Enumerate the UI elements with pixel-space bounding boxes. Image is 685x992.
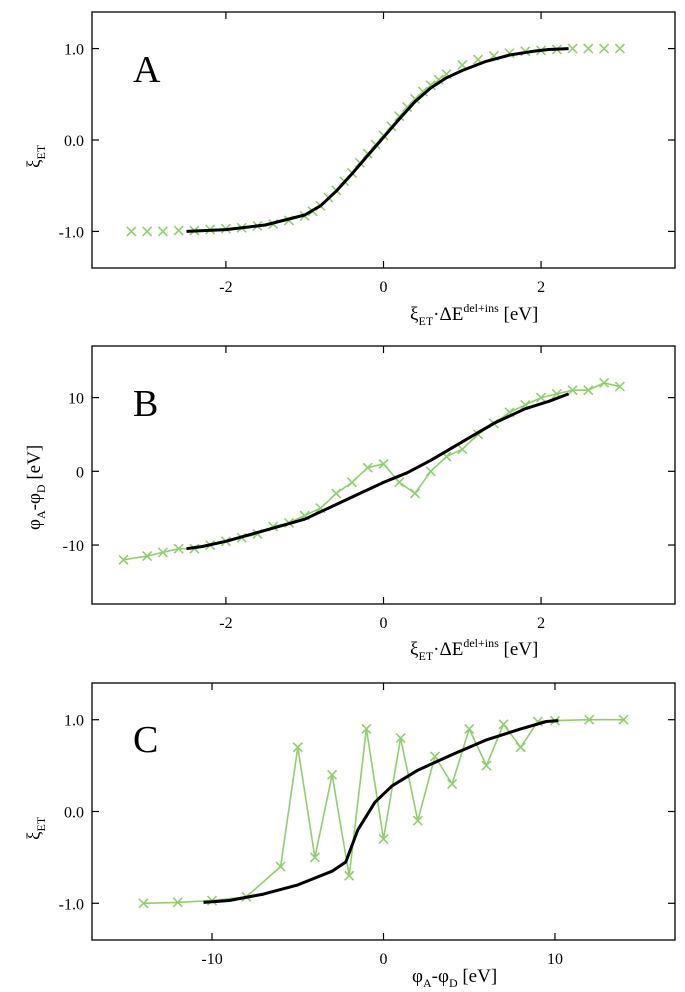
- data-point-marker: [292, 742, 303, 753]
- data-point-marker: [425, 466, 436, 477]
- y-axis-label: ξET: [24, 144, 48, 168]
- y-tick-label: 1.0: [64, 713, 84, 730]
- axis-ticks: -10 0 10 -1.0 0.0 1.0: [59, 683, 675, 968]
- axis-ticks: -2 0 2 -1.0 0.0 1.0: [59, 12, 675, 296]
- data-point-marker: [361, 723, 372, 734]
- data-point-marker: [409, 488, 421, 499]
- x-tick-label: 2: [537, 615, 545, 632]
- data-point-marker: [515, 742, 526, 753]
- series-line-samples: [143, 718, 624, 905]
- data-point-marker: [395, 733, 406, 744]
- data-point-marker: [536, 392, 547, 403]
- x-tick-label: 2: [537, 279, 545, 296]
- data-point-marker: [126, 226, 137, 237]
- panel-c: -10 0 10 -1.0 0.0 1.0 C φA-φD [eV] ξET: [24, 682, 676, 990]
- y-tick-label: 0: [76, 464, 84, 481]
- y-tick-label: -1.0: [59, 896, 84, 913]
- series-line-average: [186, 392, 570, 551]
- y-axis-label: φA-φD [eV]: [24, 445, 48, 530]
- data-marks: [118, 377, 625, 565]
- panel-letter: A: [133, 49, 161, 91]
- data-point-marker: [498, 719, 509, 730]
- data-point-marker: [599, 43, 610, 54]
- data-point-marker: [326, 769, 338, 780]
- data-point-marker: [447, 778, 458, 790]
- data-point-marker: [118, 554, 129, 565]
- x-tick-label: 0: [380, 951, 388, 968]
- x-axis-label: ξET·ΔEdel+ins [eV]: [410, 301, 538, 328]
- data-point-marker: [402, 102, 413, 113]
- data-point-marker: [362, 462, 373, 473]
- data-point-marker: [331, 488, 342, 499]
- plot-frame: [91, 345, 676, 605]
- y-tick-label: -10: [63, 538, 84, 555]
- data-point-marker: [275, 861, 286, 872]
- data-point-marker: [457, 444, 468, 455]
- data-point-marker: [567, 43, 578, 54]
- data-point-marker: [618, 714, 629, 725]
- data-point-marker: [157, 547, 168, 558]
- x-tick-label: 0: [380, 615, 388, 632]
- panel-letter: B: [133, 383, 158, 425]
- panel-letter: C: [133, 719, 158, 761]
- data-point-marker: [599, 377, 610, 388]
- data-point-marker: [173, 225, 184, 236]
- data-point-marker: [346, 477, 358, 488]
- data-point-marker: [344, 870, 355, 881]
- data-point-marker: [409, 93, 421, 104]
- y-tick-label: -1.0: [59, 224, 84, 241]
- data-point-marker: [138, 898, 149, 909]
- x-tick-label: 0: [380, 279, 388, 296]
- data-point-marker: [417, 86, 428, 97]
- data-marks: [126, 43, 625, 237]
- x-axis-label: φA-φD [eV]: [412, 966, 497, 990]
- data-point-marker: [378, 833, 389, 845]
- panel-a: -2 0 2 -1.0 0.0 1.0 A ξET·ΔEdel+ins [eV] ξET: [24, 11, 676, 328]
- data-point-marker: [394, 477, 405, 488]
- data-point-marker: [412, 815, 423, 826]
- data-point-marker: [378, 458, 389, 470]
- data-point-marker: [425, 80, 436, 91]
- panel-b: -2 0 2 -10 0 10 B ξET·ΔEdel+ins [eV] φA-φD [e…: [24, 345, 676, 663]
- data-point-marker: [142, 226, 153, 237]
- x-axis-label: ξET·ΔEdel+ins [eV]: [410, 636, 538, 663]
- data-point-marker: [481, 760, 492, 771]
- data-point-marker: [142, 551, 153, 562]
- data-point-marker: [614, 43, 625, 54]
- data-point-marker: [173, 543, 184, 554]
- y-tick-label: 0.0: [64, 133, 84, 150]
- data-point-marker: [584, 714, 595, 725]
- y-tick-label: 10: [68, 391, 84, 408]
- y-tick-label: 0.0: [64, 805, 84, 822]
- data-point-marker: [309, 852, 320, 863]
- x-tick-label: -10: [201, 951, 222, 968]
- data-marks: [138, 714, 629, 909]
- data-point-marker: [394, 111, 405, 122]
- data-point-marker: [567, 385, 578, 396]
- data-point-marker: [157, 226, 168, 237]
- series-line-average: [203, 719, 559, 904]
- data-point-marker: [172, 897, 183, 908]
- data-point-marker: [464, 723, 475, 734]
- y-axis-label: ξET: [24, 816, 48, 840]
- axis-ticks: -2 0 2 -10 0 10: [63, 346, 675, 632]
- x-tick-label: -2: [219, 279, 232, 296]
- data-point-marker: [583, 43, 594, 54]
- y-tick-label: 1.0: [64, 42, 84, 59]
- x-tick-label: 10: [547, 951, 563, 968]
- data-point-marker: [614, 381, 625, 392]
- x-tick-label: -2: [219, 615, 232, 632]
- series-line-average: [186, 47, 569, 233]
- data-point-marker: [583, 385, 594, 396]
